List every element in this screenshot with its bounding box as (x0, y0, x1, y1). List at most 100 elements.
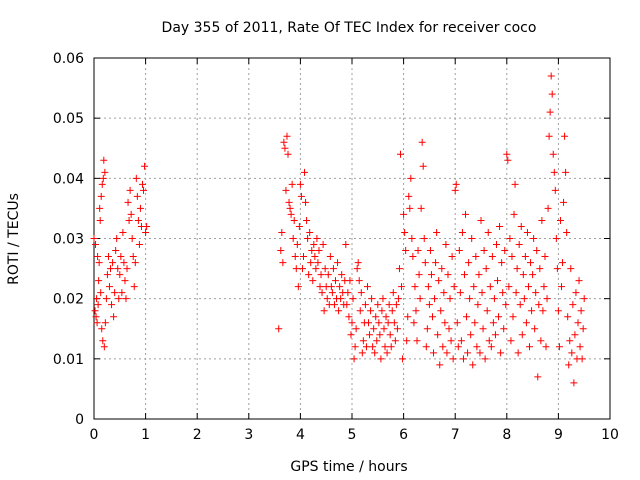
data-point (483, 307, 491, 315)
data-point (343, 301, 351, 309)
data-point (320, 307, 328, 315)
data-point (551, 186, 559, 194)
data-point (303, 216, 311, 224)
data-point (374, 301, 382, 309)
data-point (506, 235, 514, 242)
data-point (536, 265, 544, 273)
data-point (517, 222, 525, 230)
data-point (478, 289, 486, 297)
data-point (112, 247, 120, 255)
data-point (390, 319, 398, 327)
data-point (104, 253, 112, 261)
data-point (470, 283, 478, 291)
data-point (526, 343, 534, 351)
data-point (293, 241, 301, 249)
data-point (91, 307, 99, 315)
data-point (432, 259, 440, 267)
data-point (372, 313, 380, 321)
data-point (100, 156, 108, 164)
data-point (563, 228, 571, 236)
data-point (430, 349, 438, 357)
data-point (498, 259, 506, 267)
data-point (356, 307, 364, 315)
data-point (446, 295, 454, 303)
data-point (310, 241, 318, 249)
data-point (99, 174, 107, 182)
data-point (457, 337, 465, 345)
data-point (474, 301, 482, 309)
data-point (361, 301, 369, 309)
data-point (544, 204, 552, 212)
data-point (347, 331, 355, 339)
x-tick-label: 10 (601, 427, 619, 443)
data-point (109, 259, 117, 267)
data-point (488, 253, 496, 261)
data-point (305, 271, 313, 279)
data-point (566, 337, 574, 345)
data-point (576, 343, 584, 351)
data-point (554, 307, 562, 315)
data-point (521, 253, 529, 261)
data-point (455, 247, 463, 255)
data-point (464, 349, 472, 357)
x-tick-label: 3 (244, 427, 253, 443)
data-point (453, 319, 461, 327)
data-point (136, 204, 144, 212)
data-point (335, 307, 343, 315)
data-point (505, 283, 513, 291)
data-point (289, 235, 297, 242)
data-point (520, 295, 528, 303)
data-point (97, 192, 105, 200)
data-point (128, 235, 136, 242)
data-point (491, 331, 499, 339)
data-point (435, 277, 443, 285)
data-point (299, 253, 307, 261)
data-point (90, 235, 98, 242)
data-point (94, 301, 102, 309)
data-point (93, 319, 101, 327)
data-point (296, 180, 304, 188)
data-point (556, 216, 564, 224)
data-point (509, 313, 517, 321)
data-point (426, 247, 434, 255)
data-point (381, 343, 389, 351)
data-point (567, 265, 575, 273)
data-point (318, 289, 326, 297)
data-point (472, 253, 480, 261)
data-point (384, 319, 392, 327)
data-point (394, 295, 402, 303)
data-point (579, 325, 587, 333)
data-point (315, 247, 323, 255)
data-point (473, 343, 481, 351)
data-point (494, 277, 502, 285)
data-point (375, 319, 383, 327)
data-point (471, 319, 479, 327)
data-point (463, 313, 471, 321)
data-point (376, 331, 384, 339)
data-point (416, 295, 424, 303)
data-point (345, 313, 353, 321)
data-point (373, 337, 381, 345)
data-point (531, 325, 539, 333)
data-point (545, 132, 553, 140)
data-point (418, 138, 426, 146)
data-point (101, 168, 109, 176)
data-point (101, 319, 109, 327)
data-point (94, 253, 102, 261)
data-point (559, 259, 567, 267)
data-point (449, 355, 457, 363)
data-point (326, 253, 334, 261)
data-point (500, 325, 508, 333)
data-point (456, 289, 464, 297)
data-point (527, 259, 535, 267)
data-point (459, 355, 467, 363)
data-point (519, 271, 527, 279)
data-point (568, 349, 576, 357)
data-point (458, 228, 466, 236)
data-point (481, 355, 489, 363)
data-point (120, 259, 128, 267)
data-point (97, 289, 105, 297)
data-point (434, 331, 442, 339)
data-point (417, 204, 425, 212)
